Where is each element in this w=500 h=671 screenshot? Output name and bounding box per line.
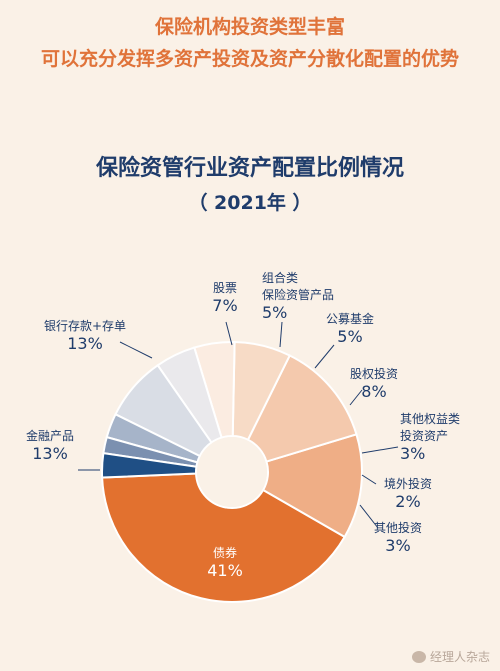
slice-1 bbox=[261, 433, 363, 539]
slice-label-2: 银行存款+存单 13% bbox=[44, 319, 126, 353]
slice-2 bbox=[246, 354, 358, 463]
slice-label-7-line-0: 其他权益类 bbox=[400, 412, 460, 426]
headline-line-2: 可以充分发挥多资产投资及资产分散化配置的优势 bbox=[40, 48, 459, 70]
slice-pct-1: 13% bbox=[32, 444, 68, 463]
slice-label-7-line-1: 投资资产 bbox=[400, 428, 448, 443]
slice-label-2-line-0: 银行存款+存单 bbox=[44, 319, 126, 333]
slice-label-3: 股票 7% bbox=[212, 281, 237, 315]
chart-subtitle: （ 2021年 ） bbox=[188, 192, 312, 214]
slice-label-5: 公募基金 5% bbox=[326, 311, 374, 346]
leader-line-6 bbox=[349, 389, 363, 406]
leader-line-7 bbox=[361, 446, 399, 454]
slice-0 bbox=[101, 472, 347, 603]
slice-label-6: 股权投资 8% bbox=[350, 366, 398, 401]
slice-label-1-line-0: 金融产品 bbox=[26, 428, 74, 443]
slice-pct-7: 3% bbox=[400, 444, 425, 463]
chart-title: 保险资管行业资产配置比例情况 bbox=[95, 156, 404, 181]
slice-pct-4: 5% bbox=[262, 303, 287, 322]
leader-line-9 bbox=[359, 504, 379, 529]
slice-pct-5: 5% bbox=[337, 327, 362, 346]
leader-line-5 bbox=[314, 344, 335, 369]
slice-label-1: 金融产品 13% bbox=[26, 428, 74, 463]
watermark: 经理人杂志 bbox=[411, 648, 490, 665]
donut-hole bbox=[197, 437, 267, 507]
slice-pct-0: 41% bbox=[207, 561, 243, 580]
slice-label-3-line-0: 股票 bbox=[213, 281, 237, 295]
leader-line-2 bbox=[119, 341, 153, 359]
slice-label-6-line-0: 股权投资 bbox=[350, 366, 398, 381]
slice-label-8: 境外投资 2% bbox=[384, 476, 432, 511]
slice-label-9: 其他投资 3% bbox=[374, 520, 422, 555]
slice-label-0: 债券 41% bbox=[207, 545, 243, 580]
slice-label-4: 组合类保险资管产品 5% bbox=[262, 270, 334, 322]
slice-label-4-line-0: 组合类 bbox=[262, 270, 298, 285]
weibo-icon bbox=[411, 650, 426, 663]
slice-label-7: 其他权益类投资资产 3% bbox=[400, 412, 460, 463]
slice-9 bbox=[101, 451, 198, 479]
leader-line-4 bbox=[279, 321, 283, 348]
slice-label-5-line-0: 公募基金 bbox=[326, 311, 374, 326]
slice-pct-3: 7% bbox=[212, 296, 237, 315]
headline-line-1: 保险机构投资类型丰富 bbox=[154, 16, 345, 38]
leader-line-8 bbox=[361, 474, 377, 485]
leader-line-3 bbox=[225, 321, 233, 346]
slice-label-9-line-0: 其他投资 bbox=[374, 520, 422, 535]
slice-label-8-line-0: 境外投资 bbox=[384, 476, 432, 491]
slice-label-0-line-0: 债券 bbox=[213, 545, 237, 560]
slice-pct-9: 3% bbox=[385, 536, 410, 555]
slice-pct-6: 8% bbox=[361, 382, 386, 401]
slice-pct-8: 2% bbox=[395, 492, 420, 511]
slice-label-4-line-1: 保险资管产品 bbox=[262, 287, 334, 302]
slice-pct-2: 13% bbox=[67, 334, 103, 353]
watermark-text: 经理人杂志 bbox=[429, 650, 490, 664]
